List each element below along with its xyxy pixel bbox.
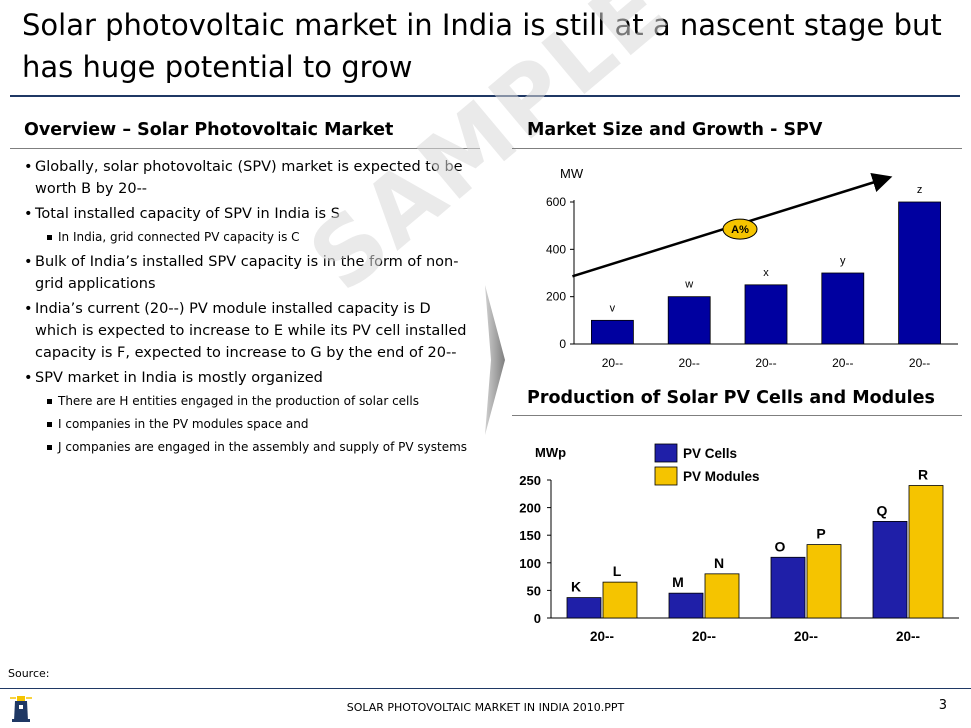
y-tick-label: 200 xyxy=(519,501,541,516)
growth-label: A% xyxy=(731,224,749,236)
legend-label: PV Cells xyxy=(683,446,737,461)
bullet-text: Globally, solar photovoltaic (SPV) marke… xyxy=(35,159,463,197)
sub-bullet-item: In India, grid connected PV capacity is … xyxy=(24,228,474,246)
y-tick-label: 200 xyxy=(546,290,566,304)
data-label: z xyxy=(917,184,923,196)
chevron-arrow-icon xyxy=(485,285,505,435)
bar xyxy=(898,201,942,345)
footer-text: SOLAR PHOTOVOLTAIC MARKET IN INDIA 2010.… xyxy=(346,701,625,714)
legend-swatch xyxy=(654,466,678,486)
x-tick-label: 20-- xyxy=(590,629,614,644)
bullet-text: SPV market in India is mostly organized xyxy=(35,370,323,386)
production-chart: MWp 0 50 100 150 200 250 PV Cells PV Modules K L 20… xyxy=(495,425,962,665)
y-tick-label: 100 xyxy=(519,556,541,571)
bar xyxy=(591,319,634,345)
bullet-dot-icon: • xyxy=(24,370,33,386)
sub-bullet-item: J companies are engaged in the assembly … xyxy=(24,438,474,456)
data-label: x xyxy=(763,267,769,279)
overview-heading: Overview – Solar Photovoltaic Market xyxy=(24,120,394,140)
y-tick-label: 250 xyxy=(519,473,541,488)
slide-title: Solar photovoltaic market in India is st… xyxy=(22,8,942,84)
data-label: L xyxy=(613,563,622,579)
bullet-text: There are H entities engaged in the prod… xyxy=(58,394,419,408)
bullet-item: • Globally, solar photovoltaic (SPV) mark… xyxy=(24,156,474,200)
data-label: N xyxy=(714,555,724,571)
x-tick-label: 20-- xyxy=(832,356,853,370)
legend-swatch xyxy=(654,443,678,463)
bullet-text: J companies are engaged in the assembly … xyxy=(58,440,468,454)
x-tick-label: 20-- xyxy=(909,356,930,370)
footer-rule xyxy=(0,688,971,689)
overview-rule xyxy=(10,148,480,149)
sub-bullet-item: I companies in the PV modules space and xyxy=(24,415,474,433)
bullet-dot-icon: • xyxy=(24,206,33,222)
bar-pv-cells xyxy=(668,592,704,619)
bullet-item: • Bulk of India’s installed SPV capacity … xyxy=(24,251,474,295)
data-label: K xyxy=(571,579,581,595)
y-tick-label: 0 xyxy=(534,611,541,626)
bullet-item: • SPV market in India is mostly organized xyxy=(24,367,474,389)
bullet-square-icon xyxy=(47,422,52,427)
bar-pv-cells xyxy=(566,597,602,619)
y-axis-label: MWp xyxy=(535,445,566,460)
x-tick-label: 20-- xyxy=(602,356,623,370)
bar-pv-modules xyxy=(908,485,944,619)
bullet-item: • India’s current (20--) PV module instal… xyxy=(24,298,474,364)
page-number: 3 xyxy=(938,698,947,713)
bar xyxy=(667,296,711,345)
bar xyxy=(744,284,788,345)
x-tick-label: 20-- xyxy=(755,356,776,370)
title-rule xyxy=(10,95,960,97)
market-size-chart: MW 0 200 400 600 v 20-- w 20-- x 20-- y 20-- z 20-- A% xyxy=(512,152,962,380)
bar-pv-modules xyxy=(602,581,638,619)
bar xyxy=(821,272,865,345)
data-label: v xyxy=(610,302,616,314)
data-label: R xyxy=(918,467,928,483)
market-size-chart-svg: MW 0 200 400 600 v 20-- w 20-- x 20-- y 20-- z 20-- A% xyxy=(546,166,958,370)
bar-pv-modules xyxy=(704,573,740,619)
bar-pv-modules xyxy=(806,544,842,619)
x-tick-label: 20-- xyxy=(692,629,716,644)
data-label: Q xyxy=(877,502,888,518)
y-tick-label: 150 xyxy=(519,528,541,543)
bullet-dot-icon: • xyxy=(24,159,33,175)
production-chart-svg: MWp 0 50 100 150 200 250 PV Cells PV Modules K L 20… xyxy=(519,443,959,644)
lighthouse-logo-icon xyxy=(10,696,32,722)
overview-bullet-list: • Globally, solar photovoltaic (SPV) mark… xyxy=(24,156,474,461)
bullet-text: Total installed capacity of SPV in India… xyxy=(35,206,340,222)
y-tick-label: 0 xyxy=(559,337,566,351)
data-label: O xyxy=(775,538,786,554)
bullet-text: India’s current (20--) PV module install… xyxy=(35,301,467,361)
growth-badge xyxy=(722,218,758,240)
data-label: P xyxy=(816,526,825,542)
sub-bullet-item: There are H entities engaged in the prod… xyxy=(24,392,474,410)
bar-pv-cells xyxy=(872,521,908,619)
bar-pv-cells xyxy=(770,556,806,619)
y-tick-label: 600 xyxy=(546,195,566,209)
production-rule xyxy=(512,415,962,416)
bullet-dot-icon: • xyxy=(24,301,33,317)
market-size-rule xyxy=(512,148,962,149)
bullet-square-icon xyxy=(47,399,52,404)
bullet-square-icon xyxy=(47,445,52,450)
bullet-text: I companies in the PV modules space and xyxy=(58,417,309,431)
bullet-dot-icon: • xyxy=(24,254,33,270)
x-tick-label: 20-- xyxy=(794,629,818,644)
x-tick-label: 20-- xyxy=(679,356,700,370)
bullet-item: • Total installed capacity of SPV in Indi… xyxy=(24,203,474,225)
data-label: M xyxy=(672,574,684,590)
bullet-square-icon xyxy=(47,235,52,240)
x-tick-label: 20-- xyxy=(896,629,920,644)
y-axis-label: MW xyxy=(560,166,584,181)
bullet-text: Bulk of India’s installed SPV capacity i… xyxy=(35,254,459,292)
y-tick-label: 50 xyxy=(527,583,541,598)
y-tick-label: 400 xyxy=(546,242,566,256)
bullet-text: In India, grid connected PV capacity is … xyxy=(58,230,300,244)
production-heading: Production of Solar PV Cells and Modules xyxy=(527,388,935,408)
market-size-heading: Market Size and Growth - SPV xyxy=(527,120,823,140)
legend-label: PV Modules xyxy=(683,469,760,484)
source-label: Source: xyxy=(8,667,50,680)
data-label: y xyxy=(840,255,846,267)
data-label: w xyxy=(684,279,693,291)
